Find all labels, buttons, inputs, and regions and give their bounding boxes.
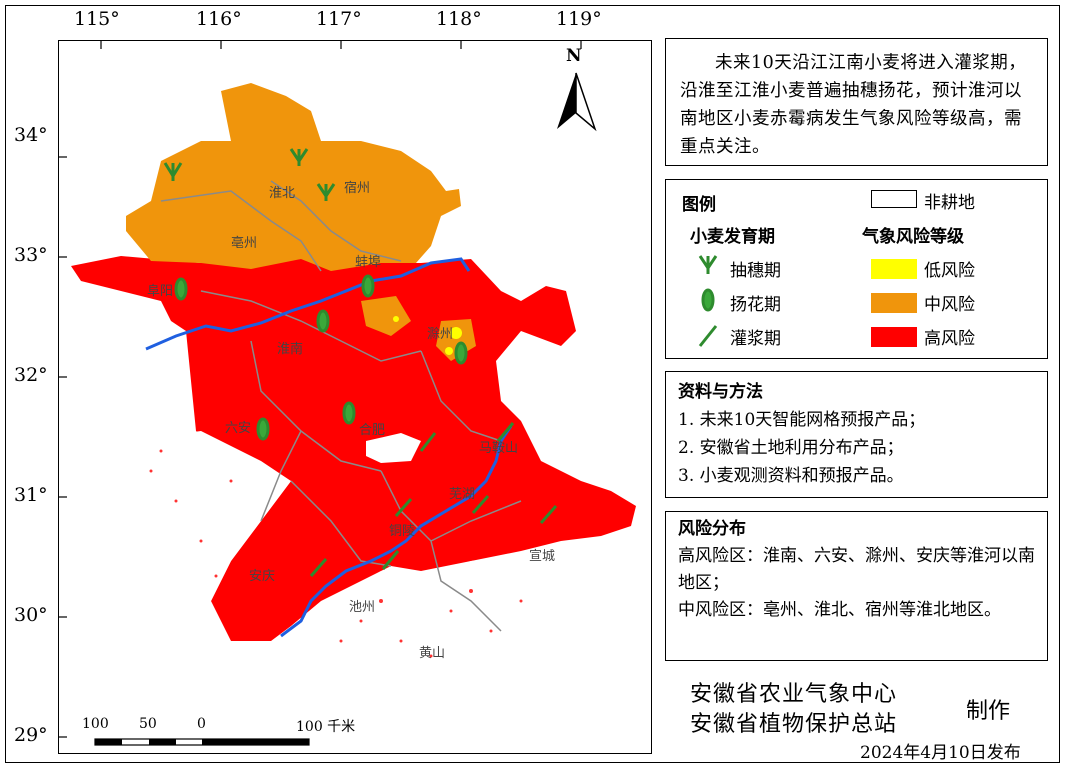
place-label: 淮南 bbox=[277, 342, 304, 357]
methods-item: 3. 小麦观测资料和预报产品。 bbox=[678, 466, 904, 486]
high-risk-swatch bbox=[871, 327, 917, 347]
risk-distribution-panel: 风险分布 高风险区：淮南、六安、滁州、安庆等淮河以南地区； 中风险区：亳州、淮北… bbox=[665, 511, 1048, 661]
nonfarm-southeast bbox=[316, 556, 551, 671]
legend-panel: 图例 非耕地 小麦发育期 气象风险等级 抽穗期 扬花期 灌浆期 低风险 中风险 … bbox=[665, 179, 1048, 359]
chaohu-lake bbox=[366, 433, 421, 463]
heading-icon bbox=[163, 162, 183, 181]
lat-tick-31: 31° bbox=[14, 484, 48, 506]
lat-tick-34: 34° bbox=[14, 124, 48, 146]
flowering-icon bbox=[454, 341, 468, 365]
place-label: 铜陵 bbox=[389, 524, 416, 539]
yangtze-river bbox=[280, 425, 513, 638]
medium-risk-label: 中风险 bbox=[924, 295, 975, 315]
place-label: 池州 bbox=[349, 600, 376, 615]
stage-filling-label: 灌浆期 bbox=[730, 329, 781, 349]
wheat-icons bbox=[163, 148, 558, 577]
medium-risk-text: 中风险区：亳州、淮北、宿州等淮北地区。 bbox=[678, 600, 1001, 620]
place-label: 合肥 bbox=[359, 423, 386, 438]
medium-risk-region bbox=[126, 83, 461, 271]
place-label: 蚌埠 bbox=[355, 255, 382, 270]
stage-icons bbox=[698, 255, 718, 347]
lat-tick-30: 30° bbox=[14, 604, 48, 626]
flowering-icon bbox=[174, 277, 188, 301]
filling-icon bbox=[381, 550, 400, 570]
frame-ticks bbox=[59, 41, 582, 738]
outer-frame bbox=[5, 5, 1060, 763]
medium-risk-patch bbox=[361, 296, 411, 336]
place-label: 阜阳 bbox=[147, 284, 174, 299]
description-panel: 未来10天沿江江南小麦将进入灌浆期，沿淮至江淮小麦普遍抽穗扬花，预计淮河以南地区… bbox=[665, 38, 1048, 166]
description-text: 未来10天沿江江南小麦将进入灌浆期，沿淮至江淮小麦普遍抽穗扬花，预计淮河以南地区… bbox=[680, 53, 1027, 157]
methods-panel: 资料与方法 1. 未来10天智能网格预报产品； 2. 安徽省土地利用分布产品； … bbox=[665, 371, 1048, 498]
nonfarm-swatch bbox=[871, 190, 917, 208]
stage-heading-label: 抽穗期 bbox=[730, 261, 781, 281]
scale-label: 100 千米 bbox=[296, 719, 356, 735]
lon-tick-117: 117° bbox=[316, 8, 362, 30]
low-risk-spots bbox=[393, 316, 462, 355]
org-name-2: 安徽省植物保护总站 bbox=[690, 712, 898, 737]
scale-label: 100 bbox=[82, 716, 109, 732]
flowering-icon bbox=[256, 417, 270, 441]
methods-item: 1. 未来10天智能网格预报产品； bbox=[678, 410, 926, 430]
lon-tick-119: 119° bbox=[556, 8, 602, 30]
north-arrow-icon bbox=[557, 72, 597, 132]
filling-icon bbox=[698, 325, 718, 347]
flowering-icon bbox=[361, 274, 375, 298]
nonfarm-south bbox=[126, 431, 291, 601]
high-risk-text: 高风险区：淮南、六安、滁州、安庆等淮河以南地区； bbox=[678, 546, 1035, 593]
lat-tick-33: 33° bbox=[14, 244, 48, 266]
risk-title: 风险分布 bbox=[678, 519, 746, 539]
methods-item: 2. 安徽省土地利用分布产品； bbox=[678, 438, 904, 458]
stage-flowering-label: 扬花期 bbox=[730, 295, 781, 315]
huai-river bbox=[145, 257, 471, 351]
sparse-red-dots bbox=[149, 449, 523, 658]
place-label: 滁州 bbox=[427, 327, 454, 342]
lon-tick-118: 118° bbox=[436, 8, 482, 30]
filling-icon bbox=[471, 495, 490, 514]
filling-icon bbox=[539, 505, 558, 524]
heading-icon bbox=[289, 148, 309, 166]
high-risk-label: 高风险 bbox=[924, 329, 975, 349]
north-label: N bbox=[566, 46, 582, 66]
scale-bar bbox=[94, 738, 310, 746]
made-by-label: 制作 bbox=[966, 699, 1011, 724]
place-label: 马鞍山 bbox=[479, 441, 519, 456]
filling-icon bbox=[419, 432, 437, 452]
lat-tick-29: 29° bbox=[14, 724, 48, 746]
lon-tick-115: 115° bbox=[74, 8, 120, 30]
legend-title: 图例 bbox=[682, 195, 716, 215]
heading-icon bbox=[698, 255, 718, 274]
place-label: 安庆 bbox=[249, 569, 276, 584]
nonfarm-label: 非耕地 bbox=[924, 193, 975, 213]
scale-label: 50 bbox=[139, 716, 157, 732]
medium-risk-swatch bbox=[871, 293, 917, 313]
filling-icon bbox=[309, 558, 328, 577]
flowering-icon bbox=[316, 309, 330, 333]
low-risk-swatch bbox=[871, 259, 917, 279]
place-label: 黄山 bbox=[419, 646, 446, 661]
scale-label: 0 bbox=[197, 716, 206, 732]
publish-date: 2024年4月10日发布 bbox=[860, 743, 1021, 763]
place-label: 宣城 bbox=[529, 549, 556, 564]
methods-title: 资料与方法 bbox=[678, 382, 763, 402]
map-area[interactable]: 宿州 淮北 亳州 蚌埠 阜阳 淮南 滁州 六安 合肥 马鞍山 芜湖 铜陵 宣城 … bbox=[58, 40, 652, 754]
stage-title: 小麦发育期 bbox=[690, 227, 775, 247]
risk-map bbox=[59, 41, 636, 746]
place-label: 宿州 bbox=[344, 181, 371, 196]
place-label: 淮北 bbox=[269, 186, 296, 201]
low-risk-label: 低风险 bbox=[924, 261, 975, 281]
heading-icon bbox=[316, 183, 336, 201]
flowering-icon bbox=[701, 288, 715, 312]
filling-icon bbox=[394, 498, 413, 517]
filling-icon bbox=[496, 422, 515, 442]
place-label: 六安 bbox=[225, 421, 252, 436]
risk-title: 气象风险等级 bbox=[862, 227, 964, 247]
place-label: 亳州 bbox=[231, 236, 258, 251]
lat-tick-32: 32° bbox=[14, 364, 48, 386]
place-label: 芜湖 bbox=[449, 487, 476, 502]
org-name-1: 安徽省农业气象中心 bbox=[690, 682, 898, 707]
high-risk-region bbox=[71, 256, 636, 641]
lon-tick-116: 116° bbox=[196, 8, 242, 30]
flowering-icon bbox=[342, 401, 356, 425]
